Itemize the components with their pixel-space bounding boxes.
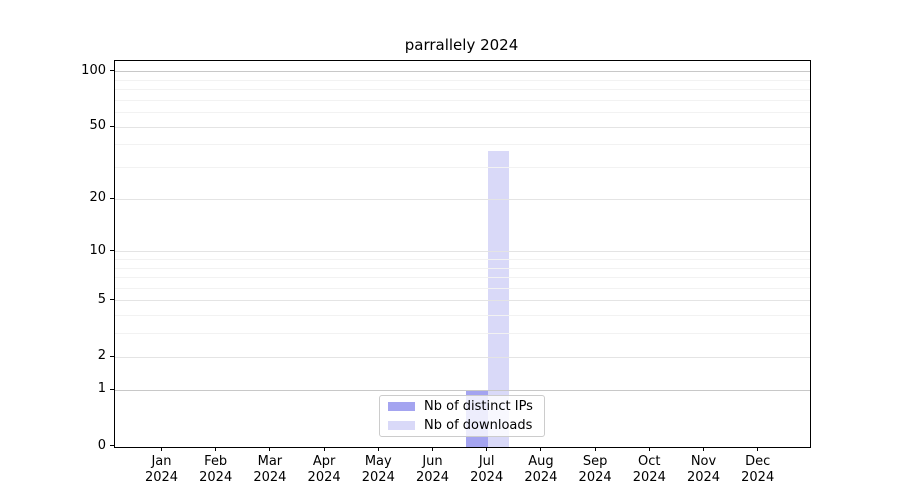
- x-tick-mark: [377, 446, 379, 451]
- x-tick-month: Jan: [151, 453, 172, 469]
- minor-gridline: [115, 277, 810, 279]
- x-tick-year: 2024: [253, 469, 287, 485]
- x-tick-year: 2024: [470, 469, 504, 485]
- y-tick-label: 100: [81, 62, 106, 78]
- minor-gridline: [115, 259, 810, 260]
- minor-gridline: [115, 167, 810, 169]
- x-tick-label: Oct 2024: [617, 454, 681, 486]
- y-tick-mark: [110, 197, 114, 199]
- y-tick-label: 10: [89, 242, 106, 258]
- legend-label: Nb of distinct IPs: [424, 399, 533, 414]
- minor-gridline: [115, 333, 810, 335]
- x-tick-mark: [703, 446, 704, 451]
- y-tick-label: 0: [97, 437, 106, 453]
- major-gridline: [115, 300, 810, 302]
- y-tick-label: 5: [97, 291, 106, 307]
- x-tick-label: Aug 2024: [509, 454, 573, 486]
- x-tick-month: May: [364, 453, 392, 469]
- x-tick-label: Dec 2024: [726, 454, 790, 486]
- legend-row: Nb of distinct IPs: [380, 398, 544, 415]
- x-tick-label: Feb 2024: [184, 454, 248, 486]
- x-tick-month: Jul: [478, 453, 495, 469]
- bar-downloads: [487, 151, 510, 447]
- x-tick-label: May 2024: [346, 454, 410, 486]
- x-tick-month: Feb: [204, 453, 228, 469]
- minor-gridline: [115, 112, 810, 114]
- x-tick-year: 2024: [686, 469, 721, 485]
- major-gridline: [115, 71, 810, 73]
- y-tick-mark: [110, 355, 114, 357]
- x-tick-label: Jul 2024: [455, 454, 519, 486]
- x-tick-month: Mar: [257, 453, 283, 469]
- major-gridline: [115, 126, 810, 128]
- x-tick-label: Sep 2024: [563, 454, 627, 486]
- legend-row: Nb of downloads: [380, 417, 544, 434]
- x-tick-mark: [323, 446, 325, 451]
- x-tick-mark: [161, 446, 162, 451]
- x-tick-mark: [648, 446, 650, 451]
- x-tick-mark: [486, 446, 488, 451]
- y-tick-mark: [110, 125, 114, 127]
- legend-swatch: [388, 402, 415, 411]
- y-tick-label: 1: [97, 381, 106, 397]
- x-tick-year: 2024: [632, 469, 666, 485]
- legend-swatch: [388, 421, 415, 430]
- minor-gridline: [115, 287, 810, 289]
- minor-gridline: [115, 99, 810, 101]
- x-tick-label: Jun 2024: [401, 454, 465, 486]
- y-tick-label: 20: [89, 190, 106, 206]
- x-tick-month: Sep: [582, 453, 608, 469]
- major-gridline: [115, 198, 810, 200]
- x-tick-year: 2024: [361, 469, 395, 485]
- x-tick-year: 2024: [199, 469, 233, 485]
- major-gridline: [115, 356, 810, 358]
- y-tick-mark: [110, 445, 114, 446]
- x-tick-year: 2024: [524, 469, 558, 485]
- x-tick-month: Apr: [312, 453, 336, 469]
- y-tick-mark: [110, 388, 114, 390]
- plot-area: Nb of distinct IPs Nb of downloads: [114, 60, 811, 448]
- legend: Nb of distinct IPs Nb of downloads: [379, 395, 545, 437]
- minor-gridline: [115, 79, 810, 81]
- x-tick-month: Dec: [745, 453, 771, 469]
- x-tick-month: Oct: [638, 453, 661, 469]
- major-gridline: [115, 251, 810, 253]
- y-tick-label: 2: [97, 348, 106, 364]
- x-tick-month: Aug: [528, 453, 554, 469]
- major-gridline: [115, 389, 810, 391]
- minor-gridline: [115, 144, 810, 146]
- x-tick-year: 2024: [415, 469, 450, 485]
- y-tick-mark: [110, 250, 114, 252]
- x-tick-mark: [757, 446, 759, 451]
- x-tick-year: 2024: [578, 469, 612, 485]
- x-tick-mark: [540, 446, 542, 451]
- x-tick-month: Jun: [422, 453, 443, 469]
- x-tick-year: 2024: [307, 469, 341, 485]
- y-tick-mark: [110, 299, 114, 301]
- x-tick-label: Nov 2024: [672, 454, 736, 486]
- x-tick-year: 2024: [144, 469, 179, 485]
- minor-gridline: [115, 315, 810, 317]
- y-tick-mark: [110, 70, 114, 72]
- minor-gridline: [115, 267, 810, 269]
- x-tick-mark: [432, 446, 433, 451]
- x-tick-label: Jan 2024: [130, 454, 194, 486]
- chart-title: parrallely 2024: [404, 36, 519, 54]
- x-tick-mark: [215, 446, 217, 451]
- x-tick-label: Apr 2024: [292, 454, 356, 486]
- x-tick-label: Mar 2024: [238, 454, 302, 486]
- x-tick-mark: [594, 446, 596, 451]
- x-tick-mark: [269, 446, 271, 451]
- minor-gridline: [115, 89, 810, 91]
- x-tick-month: Nov: [690, 453, 717, 469]
- legend-label: Nb of downloads: [424, 418, 533, 433]
- x-tick-year: 2024: [741, 469, 775, 485]
- y-tick-label: 50: [89, 118, 106, 134]
